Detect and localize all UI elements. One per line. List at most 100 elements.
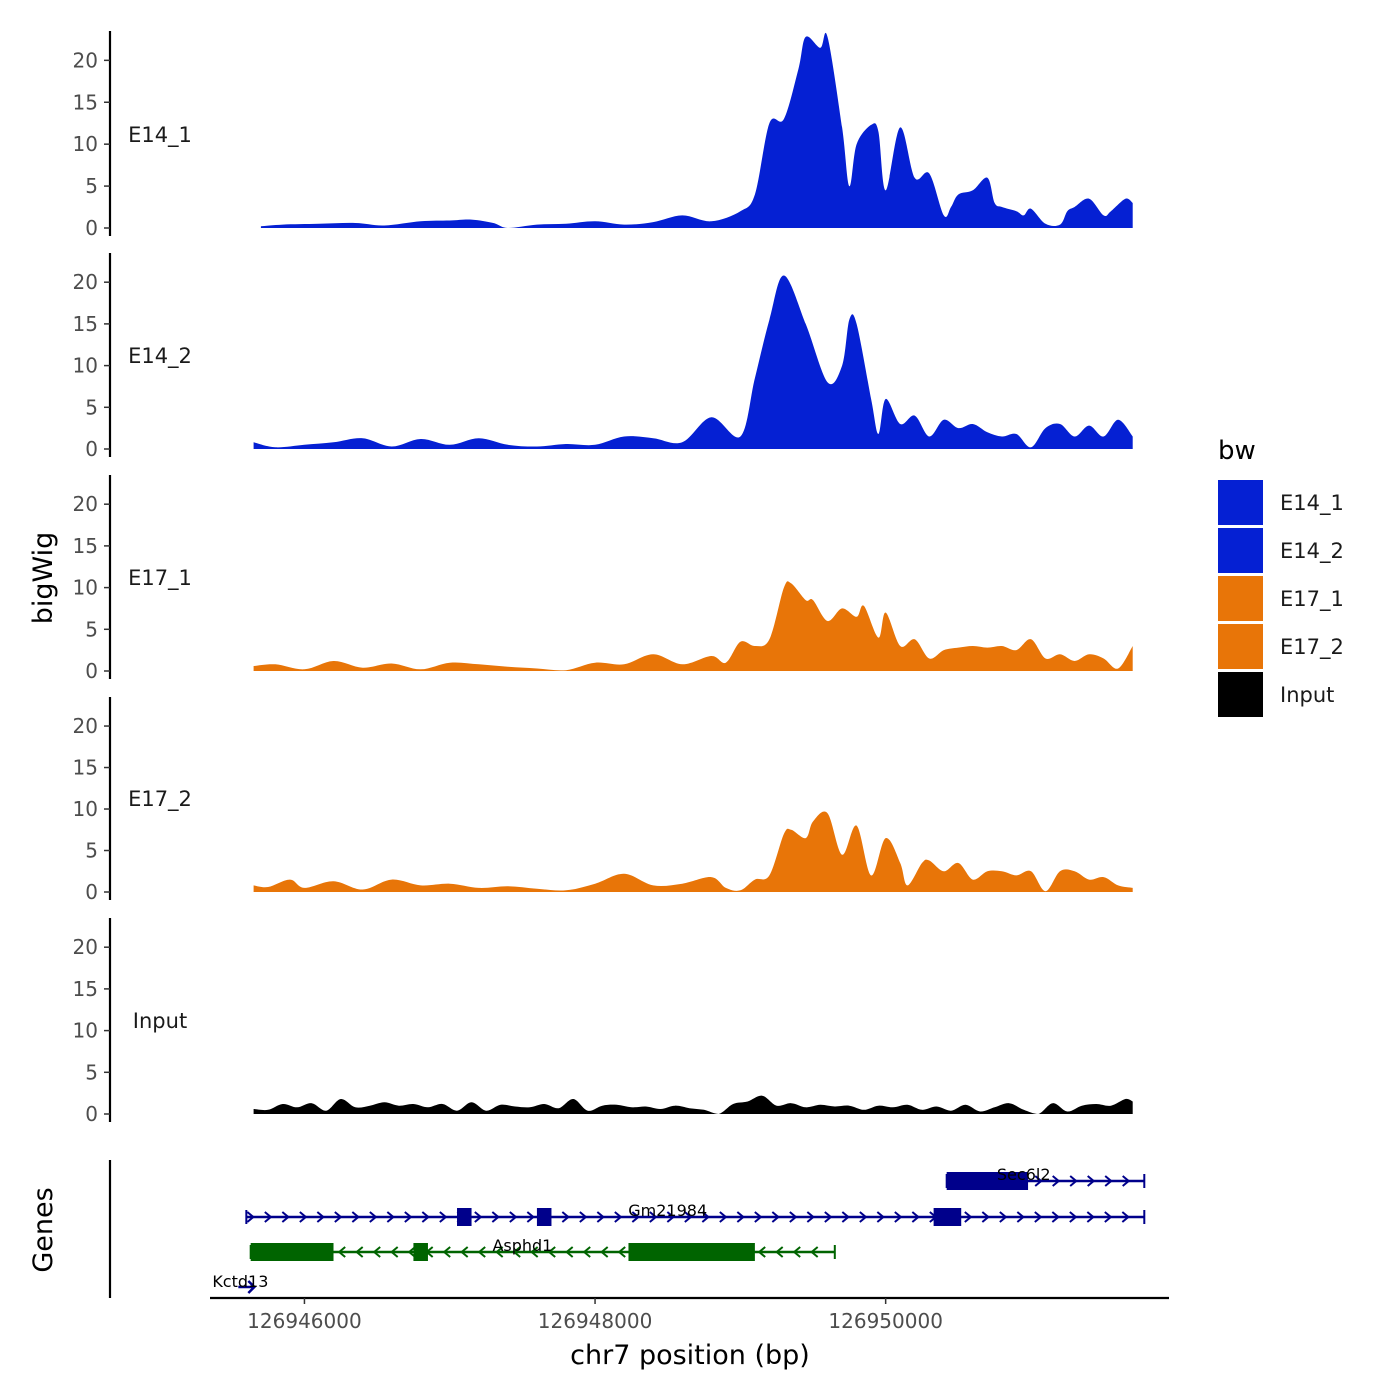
strand-arrow xyxy=(964,1211,973,1223)
y-tick-label: 0 xyxy=(85,437,98,461)
y-tick-label: 10 xyxy=(73,1019,98,1043)
track-label: E14_2 xyxy=(128,344,192,369)
track-panel-E14_2: 0 5 10 15 20 E14_2 xyxy=(73,253,1133,461)
coverage-area-E14_2 xyxy=(253,275,1133,449)
track-panel-E17_1: 0 5 10 15 20 E17_1 xyxy=(73,475,1133,683)
strand-arrow xyxy=(1016,1211,1025,1223)
strand-arrow xyxy=(247,1280,257,1294)
exon xyxy=(536,1208,552,1226)
strand-arrow xyxy=(754,1211,763,1223)
strand-arrow xyxy=(719,1211,728,1223)
y-tick-label: 5 xyxy=(85,617,98,641)
strand-arrow xyxy=(299,1211,308,1223)
y-axis-title: bigWig xyxy=(28,532,59,625)
strand-arrow xyxy=(439,1211,448,1223)
legend-label: E14_1 xyxy=(1280,491,1344,516)
exon xyxy=(413,1243,428,1261)
strand-arrow xyxy=(1069,1175,1078,1187)
strand-arrow xyxy=(1034,1175,1043,1187)
strand-arrow xyxy=(775,1246,784,1258)
y-tick-label: 20 xyxy=(73,270,98,294)
gene-Gm21984: Gm21984 xyxy=(245,1201,1146,1226)
strand-arrow xyxy=(421,1211,430,1223)
strand-arrow xyxy=(771,1211,780,1223)
strand-arrow xyxy=(561,1211,570,1223)
gene-label: Kctd13 xyxy=(212,1272,268,1291)
coverage-area-E14_1 xyxy=(260,32,1133,228)
strand-arrow xyxy=(1051,1211,1060,1223)
strand-arrow xyxy=(530,1246,539,1258)
y-tick-label: 15 xyxy=(73,977,98,1001)
axes-layer: bigWig Genes chr7 position (bp) xyxy=(28,532,810,1371)
coverage-area-Input xyxy=(253,1095,1133,1114)
strand-arrow xyxy=(579,1211,588,1223)
strand-arrow xyxy=(666,1211,675,1223)
legend-label: E14_2 xyxy=(1280,539,1344,564)
gene-label: Gm21984 xyxy=(628,1201,707,1220)
gene-Kctd13: Kctd13 xyxy=(212,1272,268,1294)
y-tick-label: 10 xyxy=(73,354,98,378)
tracks-layer: 05101520E14_105101520E14_205101520E17_10… xyxy=(73,31,1133,1126)
strand-arrow xyxy=(684,1211,693,1223)
strand-arrow xyxy=(474,1211,483,1223)
strand-arrow xyxy=(999,1211,1008,1223)
y-tick-label: 0 xyxy=(85,659,98,683)
strand-arrow xyxy=(600,1246,609,1258)
strand-arrow xyxy=(582,1246,591,1258)
strand-arrow xyxy=(810,1246,819,1258)
strand-arrow xyxy=(631,1211,640,1223)
strand-arrow xyxy=(565,1246,574,1258)
strand-arrow xyxy=(316,1211,325,1223)
genes-layer: 126946000 126948000 126950000 Sec6l2 Gm21984… xyxy=(108,1160,1169,1333)
legend-swatch-E17_2 xyxy=(1218,624,1263,669)
strand-arrow xyxy=(1104,1175,1113,1187)
strand-arrow xyxy=(911,1211,920,1223)
legend-swatch-E17_1 xyxy=(1218,576,1263,621)
y-tick-label: 20 xyxy=(73,714,98,738)
strand-arrow xyxy=(355,1246,364,1258)
y-tick-label: 20 xyxy=(73,48,98,72)
strand-arrow xyxy=(442,1246,451,1258)
track-label: E14_1 xyxy=(128,123,192,148)
track-label: Input xyxy=(133,1009,187,1033)
strand-arrow xyxy=(337,1246,346,1258)
strand-arrow xyxy=(617,1246,626,1258)
y-tick-label: 15 xyxy=(73,90,98,114)
x-axis-title: chr7 position (bp) xyxy=(570,1340,810,1371)
strand-arrow xyxy=(1087,1175,1096,1187)
y-tick-label: 15 xyxy=(73,756,98,780)
y-tick-label: 10 xyxy=(73,797,98,821)
strand-arrow xyxy=(614,1211,623,1223)
track-panel-E14_1: 0 5 10 15 20 E14_1 xyxy=(73,31,1133,240)
strand-arrow xyxy=(792,1246,801,1258)
x-tick-label: 126948000 xyxy=(538,1309,653,1333)
strand-arrow xyxy=(701,1211,710,1223)
strand-arrow xyxy=(407,1246,416,1258)
genes-axis-title: Genes xyxy=(28,1187,59,1272)
strand-arrow xyxy=(334,1211,343,1223)
strand-arrow xyxy=(264,1211,273,1223)
legend-label: E17_2 xyxy=(1280,635,1344,660)
exon xyxy=(250,1243,334,1261)
y-tick-label: 20 xyxy=(73,935,98,959)
legend-label: Input xyxy=(1280,683,1334,707)
y-tick-label: 5 xyxy=(85,395,98,419)
exon xyxy=(628,1243,755,1261)
y-tick-label: 20 xyxy=(73,492,98,516)
legend-title: bw xyxy=(1218,436,1256,466)
strand-arrow xyxy=(1052,1175,1061,1187)
track-label: E17_2 xyxy=(128,787,192,812)
y-tick-label: 15 xyxy=(73,312,98,336)
legend: bw E14_1 E14_2 E17_1 E17_2 Input xyxy=(1218,436,1344,717)
gene-Asphd1: Asphd1 xyxy=(249,1236,836,1261)
strand-arrow xyxy=(526,1211,535,1223)
strand-arrow xyxy=(894,1211,903,1223)
legend-label: E17_1 xyxy=(1280,587,1344,612)
strand-arrow xyxy=(596,1211,605,1223)
y-tick-label: 0 xyxy=(85,216,98,240)
strand-arrow xyxy=(460,1246,469,1258)
gene-label: Asphd1 xyxy=(492,1236,552,1255)
strand-arrow xyxy=(477,1246,486,1258)
